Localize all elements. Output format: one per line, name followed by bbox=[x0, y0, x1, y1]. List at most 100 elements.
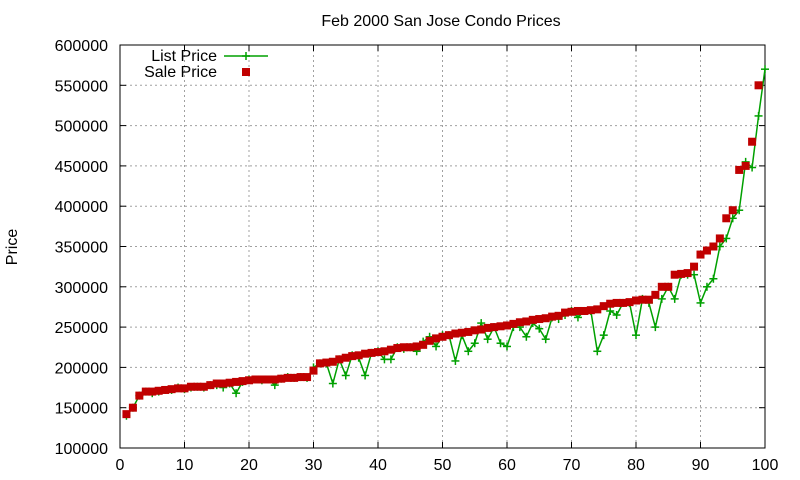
sale-price-point bbox=[670, 270, 679, 279]
sale-price-point bbox=[399, 343, 408, 352]
x-tick-label: 90 bbox=[692, 457, 710, 474]
chart-title: Feb 2000 San Jose Condo Prices bbox=[321, 13, 560, 30]
sale-price-point bbox=[128, 403, 137, 412]
list-price-point bbox=[761, 65, 769, 74]
sale-price-point bbox=[380, 347, 389, 356]
list-price-point bbox=[541, 335, 550, 344]
sale-price-point bbox=[154, 386, 163, 395]
sale-price-point bbox=[232, 377, 241, 386]
y-tick-label: 550000 bbox=[55, 78, 108, 95]
sale-price-point bbox=[335, 355, 344, 364]
list-price-point bbox=[464, 347, 473, 356]
sale-price-point bbox=[296, 373, 305, 382]
sale-price-point bbox=[438, 332, 447, 341]
sale-price-point bbox=[515, 318, 524, 327]
legend-square-sale-price bbox=[242, 68, 250, 76]
sale-price-point bbox=[490, 323, 499, 332]
sale-price-point bbox=[632, 296, 640, 305]
sale-price-point bbox=[690, 262, 699, 271]
sale-price-point bbox=[393, 344, 402, 353]
sale-price-point bbox=[174, 384, 183, 393]
sale-price-point bbox=[683, 269, 692, 278]
x-tick-label: 20 bbox=[240, 457, 258, 474]
sale-price-point bbox=[361, 349, 370, 358]
sale-price-point bbox=[277, 374, 286, 383]
sale-price-point bbox=[586, 306, 595, 315]
list-price-point bbox=[496, 339, 505, 348]
sale-price-point bbox=[354, 351, 363, 360]
x-tick-labels: 0 10 20 30 40 50 60 70 80 90 100 bbox=[116, 457, 779, 474]
series-lines bbox=[125, 69, 766, 417]
sale-price-point bbox=[186, 382, 195, 391]
sale-price-point bbox=[341, 353, 350, 362]
x-tick-label: 60 bbox=[498, 457, 516, 474]
sale-price-point bbox=[264, 375, 273, 384]
x-tick-label: 100 bbox=[752, 457, 779, 474]
list-price-point bbox=[470, 339, 479, 348]
y-tick-label: 600000 bbox=[55, 38, 108, 55]
sale-price-point bbox=[470, 326, 479, 335]
sale-price-point bbox=[193, 382, 202, 391]
y-tick-label: 500000 bbox=[55, 119, 108, 136]
list-price-point bbox=[503, 342, 511, 351]
sale-price-point bbox=[283, 373, 292, 382]
sale-price-point bbox=[315, 359, 324, 368]
x-tick-label: 50 bbox=[434, 457, 452, 474]
sale-price-point bbox=[251, 375, 260, 384]
sale-price-point bbox=[419, 340, 428, 349]
sale-price-point bbox=[367, 348, 376, 357]
y-tick-label: 150000 bbox=[55, 401, 108, 418]
axis-ticks bbox=[119, 44, 766, 449]
sale-price-point bbox=[238, 377, 247, 386]
sale-price-point bbox=[528, 315, 537, 324]
sale-price-point bbox=[715, 234, 724, 243]
y-tick-label: 250000 bbox=[55, 320, 108, 337]
sale-price-point bbox=[503, 321, 511, 330]
list-price-point bbox=[432, 342, 441, 351]
y-tick-label: 200000 bbox=[55, 360, 108, 377]
list-price-point bbox=[612, 311, 621, 320]
sale-price-point bbox=[412, 342, 421, 351]
sale-price-point bbox=[245, 376, 253, 385]
list-price-point bbox=[606, 306, 615, 315]
sale-price-point bbox=[141, 387, 150, 396]
y-tick-label: 400000 bbox=[55, 199, 108, 216]
sale-price-point bbox=[464, 327, 473, 336]
list-price-point bbox=[386, 355, 395, 364]
sale-price-point bbox=[161, 385, 170, 394]
sale-price-point bbox=[651, 290, 660, 299]
sale-price-point bbox=[122, 410, 131, 419]
list-price-point bbox=[696, 298, 705, 307]
list-price-point bbox=[632, 331, 640, 340]
sale-price-point bbox=[573, 306, 582, 315]
sale-price-point bbox=[522, 317, 531, 326]
legend-label-list-price: List Price bbox=[151, 48, 217, 65]
sale-price-point bbox=[619, 298, 628, 307]
sale-price-point bbox=[206, 381, 215, 390]
list-price-point bbox=[657, 294, 666, 303]
list-price-point bbox=[483, 335, 492, 344]
sale-price-point bbox=[548, 312, 557, 321]
sale-price-point bbox=[709, 242, 718, 251]
sale-price-point bbox=[696, 250, 705, 259]
list-price-point bbox=[593, 347, 602, 356]
sale-price-point bbox=[386, 345, 395, 354]
sale-price-point bbox=[135, 391, 144, 400]
x-tick-label: 30 bbox=[305, 457, 323, 474]
sale-price-point bbox=[580, 306, 589, 315]
sale-price-point bbox=[554, 311, 563, 320]
list-price-point bbox=[522, 332, 531, 341]
list-price-point bbox=[341, 371, 350, 380]
list-price-point bbox=[670, 294, 679, 303]
sale-price-point bbox=[541, 314, 550, 323]
sale-price-point bbox=[748, 137, 757, 146]
sale-price-point bbox=[212, 379, 221, 388]
sale-price-point bbox=[257, 375, 266, 384]
sale-price-point bbox=[664, 282, 673, 291]
plot-frame bbox=[119, 44, 766, 449]
list-price-point bbox=[709, 274, 718, 283]
legend-sample-list-price bbox=[224, 52, 268, 60]
sale-price-point bbox=[567, 307, 576, 316]
y-tick-label: 300000 bbox=[55, 280, 108, 297]
sale-price-point bbox=[219, 379, 228, 388]
